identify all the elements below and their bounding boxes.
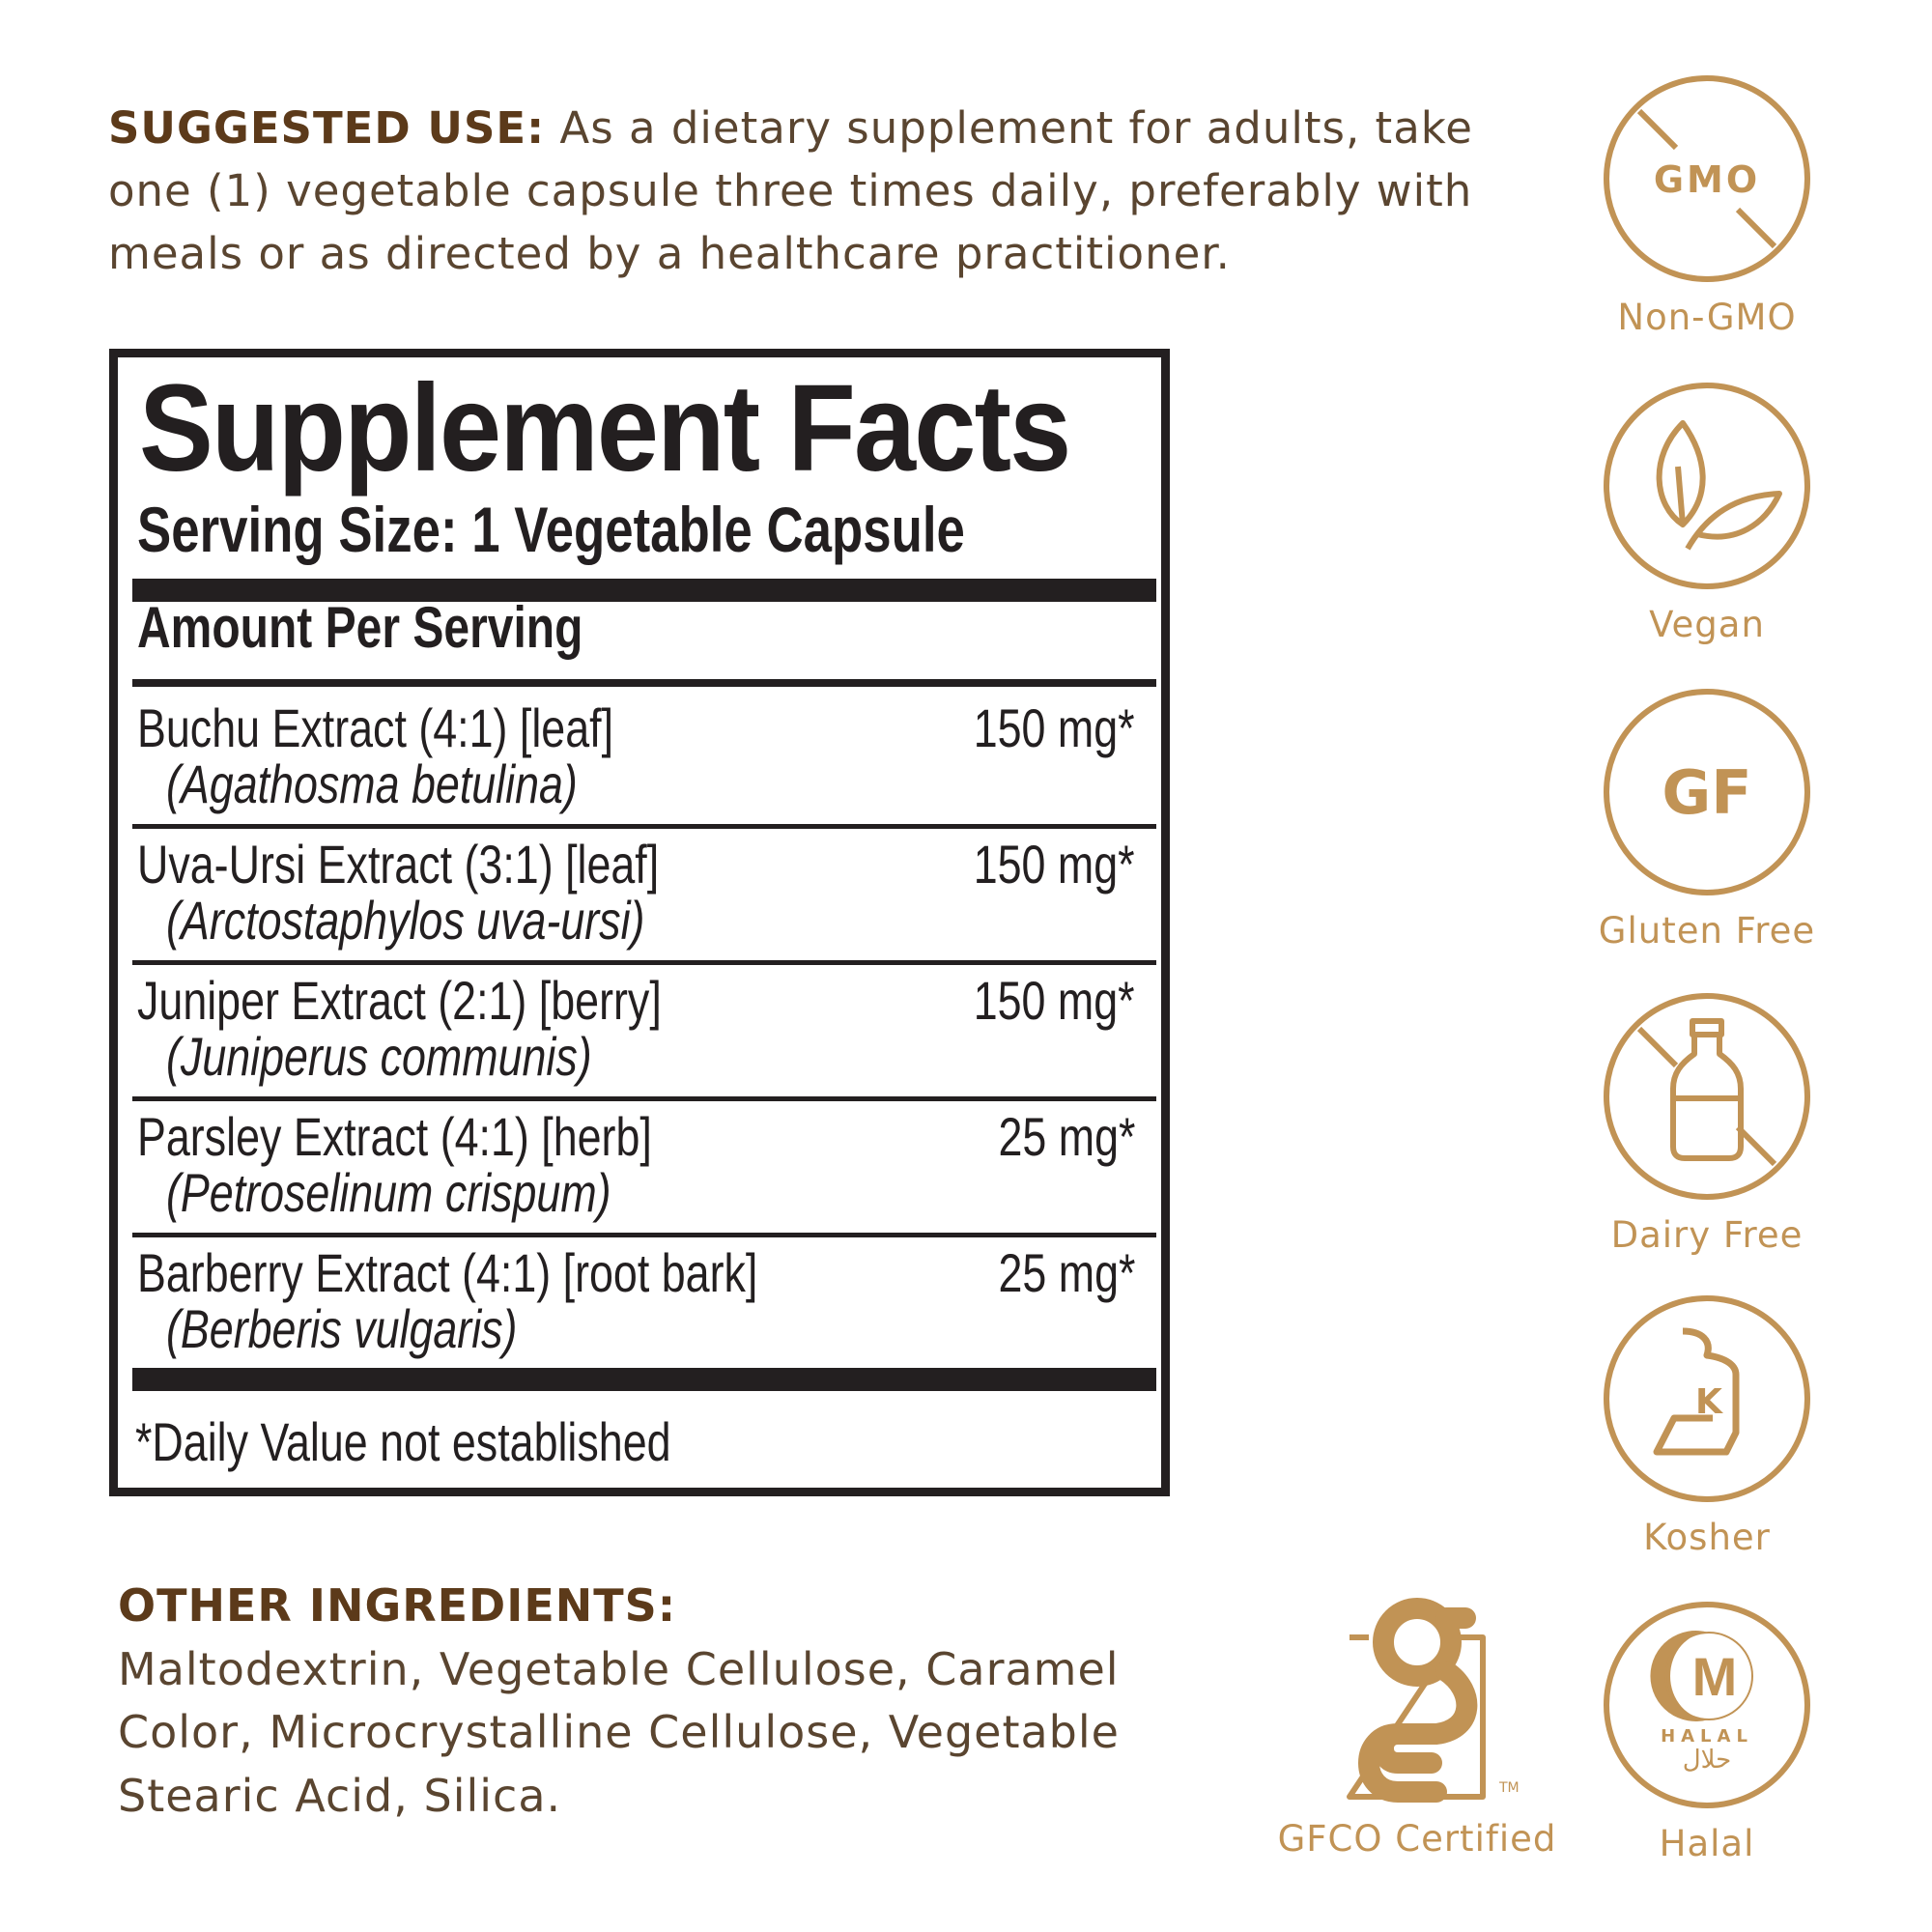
ingredient-species: (Juniperus communis) — [166, 1026, 592, 1087]
ingredient-species: (Arctostaphylos uva-ursi) — [166, 890, 645, 951]
thick-divider — [132, 579, 1156, 602]
ingredient-row: Uva-Ursi Extract (3:1) [leaf] (Arctostaph… — [132, 823, 1156, 959]
ingredient-amount: 150 mg* — [974, 834, 1135, 895]
non-gmo-icon: GMO — [1604, 75, 1810, 282]
serving-size: Serving Size: 1 Vegetable Capsule — [137, 494, 965, 565]
badge-label: Non-GMO — [1617, 297, 1797, 338]
panel-title: Supplement Facts — [139, 359, 1071, 497]
ingredient-name: Buchu Extract (4:1) [leaf] — [137, 697, 614, 758]
supplement-facts-panel: Supplement Facts Serving Size: 1 Vegetab… — [109, 349, 1170, 1496]
divider — [132, 1096, 1156, 1101]
ingredient-row: Buchu Extract (4:1) [leaf] (Agathosma bet… — [132, 687, 1156, 823]
other-ingredients: OTHER INGREDIENTS: Maltodextrin, Vegetabl… — [118, 1575, 1180, 1828]
svg-text:HALAL: HALAL — [1661, 1726, 1753, 1747]
other-ingredients-text: Maltodextrin, Vegetable Cellulose, Caram… — [118, 1642, 1120, 1822]
ingredient-species: (Berberis vulgaris) — [166, 1298, 518, 1359]
svg-text:K: K — [1695, 1382, 1723, 1422]
badge-kosher: K Kosher — [1591, 1293, 1823, 1558]
badge-non-gmo: GMO Non-GMO — [1591, 72, 1823, 338]
ingredient-amount: 150 mg* — [974, 970, 1135, 1031]
ingredient-name: Parsley Extract (4:1) [herb] — [137, 1106, 652, 1167]
gluten-free-icon: GF — [1604, 689, 1810, 895]
ingredient-name: Juniper Extract (2:1) [berry] — [137, 970, 662, 1031]
svg-text:M: M — [1692, 1646, 1738, 1707]
svg-text:TM: TM — [1498, 1780, 1520, 1796]
ingredient-amount: 25 mg* — [998, 1106, 1135, 1167]
badge-halal: M HALAL حلال Halal — [1591, 1599, 1823, 1864]
gfco-icon: TM — [1347, 1598, 1520, 1803]
svg-text:GMO: GMO — [1654, 158, 1760, 201]
ingredient-name: Uva-Ursi Extract (3:1) [leaf] — [137, 834, 660, 895]
svg-text:GF: GF — [1662, 757, 1751, 828]
ingredient-amount: 25 mg* — [998, 1242, 1135, 1303]
ingredient-row: Juniper Extract (2:1) [berry] (Juniperus … — [132, 959, 1156, 1095]
badge-gfco: TM GFCO Certified — [1278, 1594, 1555, 1860]
kosher-icon: K — [1604, 1295, 1810, 1502]
footnote: *Daily Value not established — [135, 1411, 671, 1472]
ingredient-name: Barberry Extract (4:1) [root bark] — [137, 1242, 758, 1303]
badge-dairy-free: Dairy Free — [1591, 990, 1823, 1256]
ingredient-species: (Agathosma betulina) — [166, 753, 578, 814]
other-ingredients-heading: OTHER INGREDIENTS: — [118, 1579, 677, 1632]
divider — [132, 960, 1156, 965]
badge-label: Kosher — [1643, 1517, 1771, 1558]
divider — [132, 679, 1156, 687]
svg-text:حلال: حلال — [1683, 1746, 1731, 1775]
suggested-use: SUGGESTED USE: As a dietary supplement f… — [108, 97, 1557, 285]
divider — [132, 1233, 1156, 1237]
badge-label: Gluten Free — [1598, 910, 1816, 952]
suggested-use-heading: SUGGESTED USE: — [108, 102, 546, 154]
badge-vegan: Vegan — [1591, 380, 1823, 645]
thick-divider — [132, 1368, 1156, 1391]
badge-label: Dairy Free — [1610, 1214, 1804, 1256]
ingredient-row: Barberry Extract (4:1) [root bark] (Berbe… — [132, 1232, 1156, 1368]
suggested-use-text: As a dietary supplement for adults, take… — [108, 102, 1473, 279]
badge-label: Halal — [1659, 1823, 1755, 1864]
ingredient-species: (Petroselinum crispum) — [166, 1162, 611, 1223]
ingredient-row: Parsley Extract (4:1) [herb] (Petroselinu… — [132, 1095, 1156, 1232]
amount-per-serving: Amount Per Serving — [137, 595, 583, 660]
vegan-leaf-icon — [1604, 383, 1810, 589]
divider — [132, 824, 1156, 829]
badge-label: Vegan — [1649, 604, 1765, 645]
badge-label: GFCO Certified — [1277, 1818, 1557, 1860]
dairy-free-icon — [1604, 993, 1810, 1200]
ingredient-amount: 150 mg* — [974, 697, 1135, 758]
badge-gluten-free: GF Gluten Free — [1591, 686, 1823, 952]
